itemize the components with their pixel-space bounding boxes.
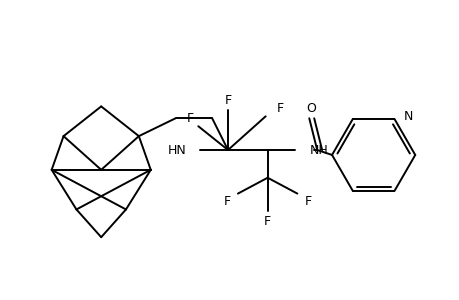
Text: F: F [186, 112, 194, 125]
Text: F: F [304, 195, 311, 208]
Text: HN: HN [167, 143, 186, 157]
Text: F: F [224, 94, 231, 107]
Text: F: F [276, 102, 284, 115]
Text: N: N [403, 110, 412, 123]
Text: NH: NH [308, 143, 327, 157]
Text: F: F [263, 215, 271, 228]
Text: F: F [223, 195, 230, 208]
Text: O: O [306, 102, 315, 115]
